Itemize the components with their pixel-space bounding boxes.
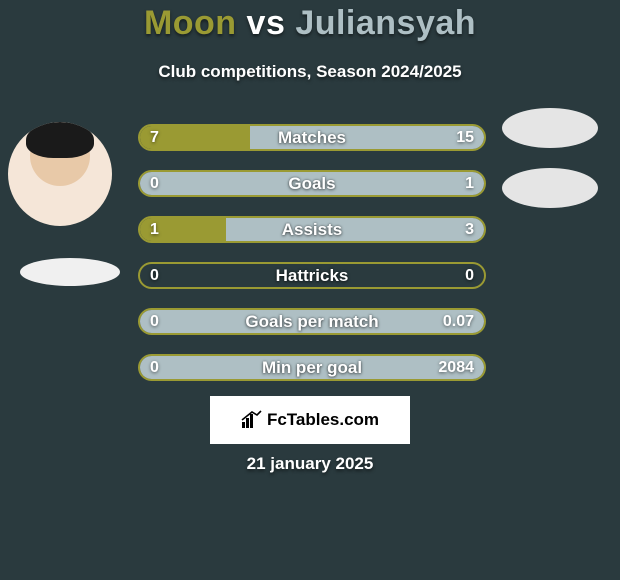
comparison-bars: 715Matches 01Goals 13Assists 00Hattricks 00.… — [138, 124, 486, 400]
player-left-team-badge — [20, 258, 120, 286]
stat-label: Goals per match — [140, 310, 484, 333]
brand-chart-icon — [241, 410, 263, 430]
card-subtitle: Club competitions, Season 2024/2025 — [0, 62, 620, 82]
player-right-team-badge — [502, 168, 598, 208]
vs-separator: vs — [247, 4, 286, 42]
stat-label: Min per goal — [140, 356, 484, 379]
stat-bar: 01Goals — [138, 170, 486, 197]
stat-bar: 13Assists — [138, 216, 486, 243]
brand-box: FcTables.com — [210, 396, 410, 444]
stat-label: Hattricks — [140, 264, 484, 287]
player-right-avatar — [502, 108, 598, 148]
player-left-name: Moon — [144, 4, 237, 42]
stat-bar: 00.07Goals per match — [138, 308, 486, 335]
stat-bar: 02084Min per goal — [138, 354, 486, 381]
brand-text: FcTables.com — [267, 410, 379, 430]
stat-label: Assists — [140, 218, 484, 241]
card-title: Moon vs Juliansyah — [0, 4, 620, 43]
stat-label: Goals — [140, 172, 484, 195]
player-left-avatar — [8, 122, 112, 226]
stat-label: Matches — [140, 126, 484, 149]
player-right-name: Juliansyah — [295, 4, 476, 42]
card-date: 21 january 2025 — [0, 454, 620, 474]
stat-bar: 00Hattricks — [138, 262, 486, 289]
comparison-card: Moon vs Juliansyah Club competitions, Se… — [0, 0, 620, 580]
stat-bar: 715Matches — [138, 124, 486, 151]
